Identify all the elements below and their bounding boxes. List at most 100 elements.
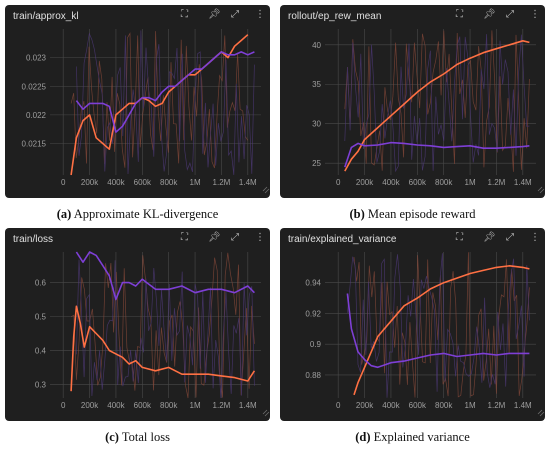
x-tick-label: 600k (409, 178, 427, 187)
x-tick-label: 400k (382, 401, 400, 410)
caption-text: Approximate KL-divergence (73, 207, 219, 221)
pin-icon[interactable]: 📌︎ (483, 9, 496, 20)
raw-trace (347, 253, 530, 398)
chart-panel-loss: train/loss ⛶ 📌︎ ⤢ ⋮ 0.3 0.4 0.5 0.6 0 200k 400… (5, 228, 270, 421)
y-tick-label: 0.94 (305, 279, 321, 288)
x-tick-label: 400k (107, 178, 125, 187)
x-tick-label: 600k (409, 401, 427, 410)
x-tick-label: 800k (435, 401, 453, 410)
raw-noise-traces (70, 252, 255, 399)
x-tick-label: 200k (81, 401, 99, 410)
fullscreen-icon[interactable]: ⤢ (506, 9, 514, 20)
more-vert-icon[interactable]: ⋮ (255, 9, 265, 20)
x-tick-label: 200k (356, 178, 374, 187)
x-tick-label: 1.2M (488, 401, 506, 410)
x-tick-label: 1.4M (514, 178, 532, 187)
plot-loss: 0.3 0.4 0.5 0.6 0 200k 400k 600k 800k 1M 1.2M 1.4M (35, 251, 270, 417)
raw-trace (70, 252, 255, 399)
x-tick-label: 0 (61, 178, 66, 187)
fit-domain-icon[interactable]: ⛶ (456, 232, 463, 243)
y-tick-label: 35 (312, 80, 321, 89)
raw-trace (76, 30, 255, 175)
caption-label: (d) (355, 430, 371, 444)
y-tick-label: 0.023 (26, 54, 47, 63)
x-tick-label: 800k (160, 178, 178, 187)
plot-explained-variance: 0.88 0.9 0.92 0.94 0 200k 400k 600k 800k 1M 1.2M 1.… (305, 252, 545, 417)
y-tick-label: 0.3 (35, 380, 47, 389)
y-tick-label: 0.9 (310, 340, 322, 349)
fullscreen-icon[interactable]: ⤢ (231, 232, 239, 243)
chart-title: train/approx_kl (13, 11, 79, 22)
x-tick-label: 200k (356, 401, 374, 410)
raw-noise-traces (70, 30, 255, 175)
x-tick-label: 600k (134, 401, 152, 410)
caption-text: Explained variance (373, 430, 470, 444)
fit-domain-icon[interactable]: ⛶ (456, 9, 463, 20)
pin-icon[interactable]: 📌︎ (208, 232, 221, 243)
y-tick-label: 0.6 (35, 279, 47, 288)
chart-panel-approx-kl: train/approx_kl ⛶ 📌︎ ⤢ ⋮ 0.0215 0.022 0.02… (5, 5, 270, 198)
caption-c: (c) Total loss (5, 430, 270, 445)
x-tick-label: 1M (190, 178, 201, 187)
fit-domain-icon[interactable]: ⛶ (181, 232, 188, 243)
chart-title: train/explained_variance (288, 234, 397, 245)
x-tick-label: 600k (134, 178, 152, 187)
caption-b: (b) Mean episode reward (280, 207, 545, 222)
y-tick-label: 0.022 (26, 111, 47, 120)
fit-domain-icon[interactable]: ⛶ (181, 9, 188, 20)
y-tick-label: 30 (312, 120, 321, 129)
caption-label: (b) (349, 207, 365, 221)
raw-trace (344, 34, 530, 173)
series-line-purple (346, 293, 530, 369)
x-tick-label: 800k (160, 401, 178, 410)
y-tick-label: 0.4 (35, 346, 47, 355)
more-vert-icon[interactable]: ⋮ (530, 232, 540, 243)
x-tick-label: 200k (81, 178, 99, 187)
raw-trace (76, 259, 255, 399)
plot-ep-rew-mean: 25 30 35 40 0 200k 400k 600k 800k 1M 1.2M 1.4M (312, 29, 545, 194)
x-tick-label: 1M (465, 178, 476, 187)
caption-label: (c) (105, 430, 119, 444)
chart-panel-ep-rew-mean: rollout/ep_rew_mean ⛶ 📌︎ ⤢ ⋮ 25 30 35 40 0 20… (280, 5, 545, 198)
y-tick-label: 40 (312, 41, 321, 50)
caption-d: (d) Explained variance (280, 430, 545, 445)
series-line-orange (70, 305, 256, 392)
chart-title: train/loss (13, 234, 54, 245)
resize-handle-icon (262, 409, 270, 417)
y-tick-label: 0.92 (305, 309, 321, 318)
x-tick-label: 1.4M (239, 401, 257, 410)
y-tick-label: 0.88 (305, 371, 321, 380)
pin-icon[interactable]: 📌︎ (208, 9, 221, 20)
raw-trace (70, 31, 249, 169)
raw-trace (344, 30, 530, 172)
x-tick-label: 400k (382, 178, 400, 187)
caption-a: (a) Approximate KL-divergence (5, 207, 270, 222)
x-tick-label: 800k (435, 178, 453, 187)
series-line-purple (75, 51, 255, 133)
resize-handle-icon (537, 186, 545, 194)
pin-icon[interactable]: 📌︎ (483, 232, 496, 243)
resize-handle-icon (262, 186, 270, 194)
series-line-orange (344, 40, 530, 172)
y-tick-label: 0.0225 (22, 82, 47, 91)
x-tick-label: 1.2M (213, 401, 231, 410)
raw-noise-traces (344, 30, 530, 173)
more-vert-icon[interactable]: ⋮ (255, 232, 265, 243)
x-tick-label: 1.4M (514, 401, 532, 410)
x-tick-label: 0 (61, 401, 66, 410)
resize-handle-icon (537, 409, 545, 417)
x-tick-label: 1.2M (213, 178, 231, 187)
caption-text: Mean episode reward (367, 207, 476, 221)
x-tick-label: 0 (336, 401, 341, 410)
x-tick-label: 0 (336, 178, 341, 187)
caption-text: Total loss (121, 430, 170, 444)
fullscreen-icon[interactable]: ⤢ (231, 9, 239, 20)
raw-trace (353, 252, 530, 398)
series-line-orange (353, 265, 530, 396)
series-line-purple (75, 251, 255, 301)
more-vert-icon[interactable]: ⋮ (530, 9, 540, 20)
raw-noise-traces (347, 252, 530, 398)
x-tick-label: 1M (190, 401, 201, 410)
fullscreen-icon[interactable]: ⤢ (506, 232, 514, 243)
chart-title: rollout/ep_rew_mean (288, 11, 382, 22)
